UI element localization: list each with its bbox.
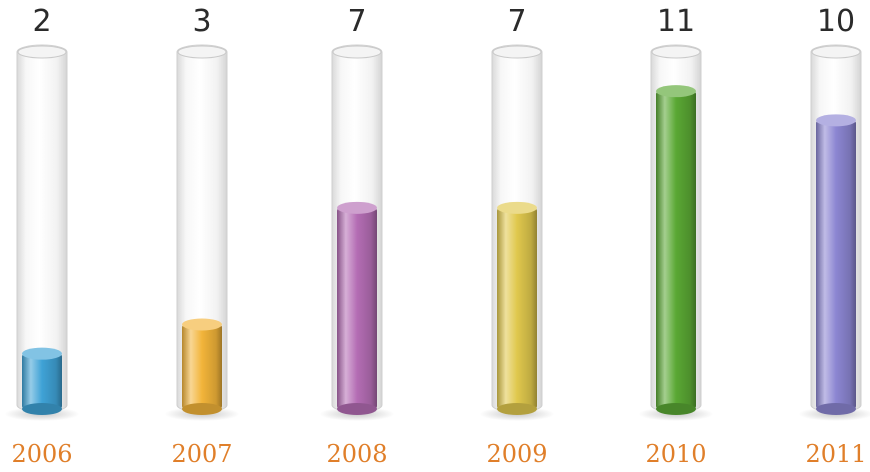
- bar-bottom-2006: [22, 403, 62, 415]
- tube-group: [4, 44, 870, 421]
- bar-2011: [816, 120, 856, 409]
- bar-bottom-2008: [337, 403, 377, 415]
- tube-rim: [177, 45, 227, 59]
- value-label-2009: 7: [507, 4, 526, 39]
- value-label-2007: 3: [192, 4, 211, 39]
- value-label-2011: 10: [817, 4, 855, 39]
- category-label-group: 2006 2007 2008 2009 2010 2011: [11, 440, 866, 468]
- value-label-2006: 2: [32, 4, 51, 39]
- bar-2009: [497, 207, 537, 409]
- bar-bottom-2011: [816, 403, 856, 415]
- category-label-2010: 2010: [645, 440, 706, 468]
- bar-surface-2011: [816, 114, 856, 127]
- tube-rim: [492, 45, 542, 59]
- category-label-2011: 2011: [805, 440, 866, 468]
- category-label-2009: 2009: [486, 440, 547, 468]
- bar-surface-2010: [656, 85, 696, 98]
- bar-2006: [22, 353, 62, 409]
- value-label-2010: 11: [657, 4, 695, 39]
- category-label-2007: 2007: [171, 440, 232, 468]
- bar-surface-2008: [337, 201, 377, 214]
- tube-rim: [17, 45, 67, 59]
- tube-2007: [164, 44, 240, 421]
- tube-rim: [332, 45, 382, 59]
- category-label-2006: 2006: [11, 440, 72, 468]
- bar-2010: [656, 91, 696, 410]
- bar-surface-2006: [22, 347, 62, 360]
- bar-bottom-2010: [656, 403, 696, 415]
- tube-2009: [479, 44, 555, 421]
- bar-surface-2007: [182, 318, 222, 331]
- value-label-group: 2 3 7 7 11 10: [32, 4, 855, 39]
- bar-2008: [337, 207, 377, 409]
- tube-2010: [638, 44, 714, 421]
- tube-2011: [798, 44, 870, 421]
- value-label-2008: 7: [347, 4, 366, 39]
- bar-surface-2009: [497, 201, 537, 214]
- tube-rim: [811, 45, 861, 59]
- bar-bottom-2009: [497, 403, 537, 415]
- tube-2006: [4, 44, 80, 421]
- tube-rim: [651, 45, 701, 59]
- tube-2008: [319, 44, 395, 421]
- bar-2007: [182, 324, 222, 409]
- bar-bottom-2007: [182, 403, 222, 415]
- category-label-2008: 2008: [326, 440, 387, 468]
